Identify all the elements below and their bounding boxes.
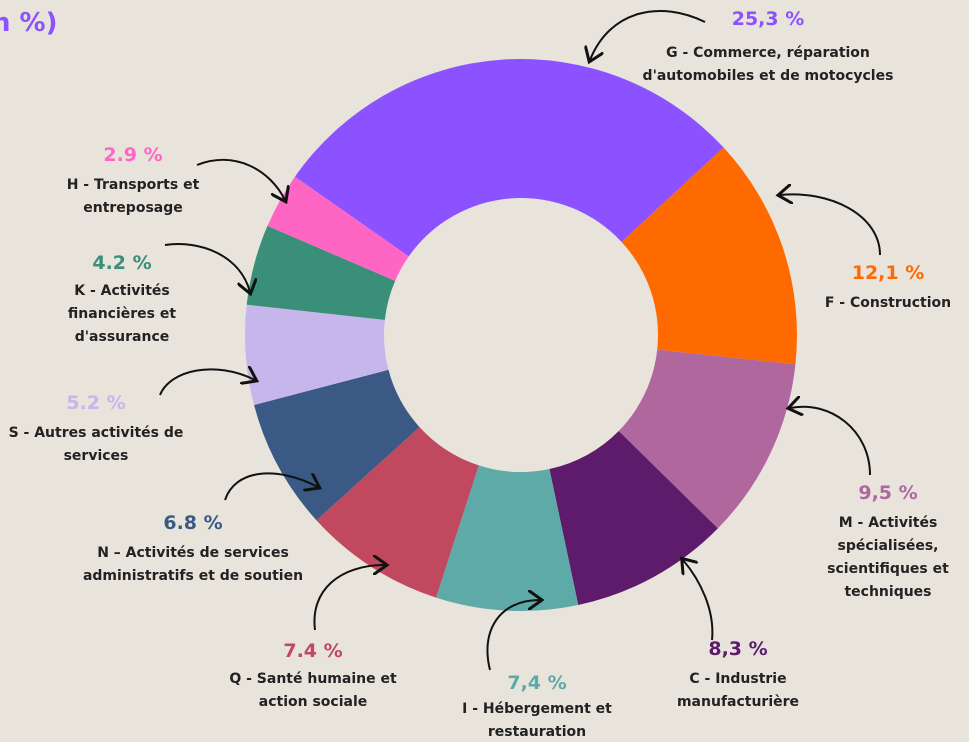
- value-label: 25,3 %: [731, 8, 805, 30]
- value-label: 4.2 %: [92, 252, 152, 274]
- category-label: N – Activités de services administratifs…: [82, 545, 304, 584]
- value-label: 9,5 %: [858, 482, 918, 504]
- value-label: 8,3 %: [708, 638, 768, 660]
- slice: [549, 431, 718, 605]
- slice: [267, 176, 409, 281]
- slice: [294, 58, 724, 257]
- value-label: 12,1 %: [851, 262, 925, 284]
- category-label: I - Hébergement et restauration: [462, 701, 612, 740]
- category-label: S - Autres activités de services: [8, 425, 184, 464]
- value-label: 7,4 %: [507, 672, 567, 694]
- slice: [316, 426, 479, 598]
- slice: [244, 304, 389, 406]
- arrows: [159, 10, 881, 671]
- slice: [436, 465, 579, 611]
- category-label: K - Activités financières et d'assurance: [67, 283, 177, 345]
- category-label: M - Activités spécialisées, scientifique…: [827, 515, 949, 600]
- slice: [254, 369, 420, 521]
- category-label: Q - Santé humaine et action sociale: [229, 671, 397, 710]
- category-label: G - Commerce, réparation d'automobiles e…: [642, 45, 894, 84]
- slice: [621, 147, 797, 365]
- category-label: C - Industrie manufacturière: [676, 671, 800, 710]
- value-label: 5.2 %: [66, 392, 126, 414]
- value-label: 6.8 %: [163, 512, 223, 534]
- category-label: H - Transports et entreposage: [66, 177, 200, 216]
- chart-title: n %): [0, 8, 58, 38]
- slice: [618, 349, 796, 529]
- value-label: 2.9 %: [103, 144, 163, 166]
- category-label: F - Construction: [824, 295, 952, 311]
- slice: [246, 225, 396, 320]
- value-label: 7.4 %: [283, 640, 343, 662]
